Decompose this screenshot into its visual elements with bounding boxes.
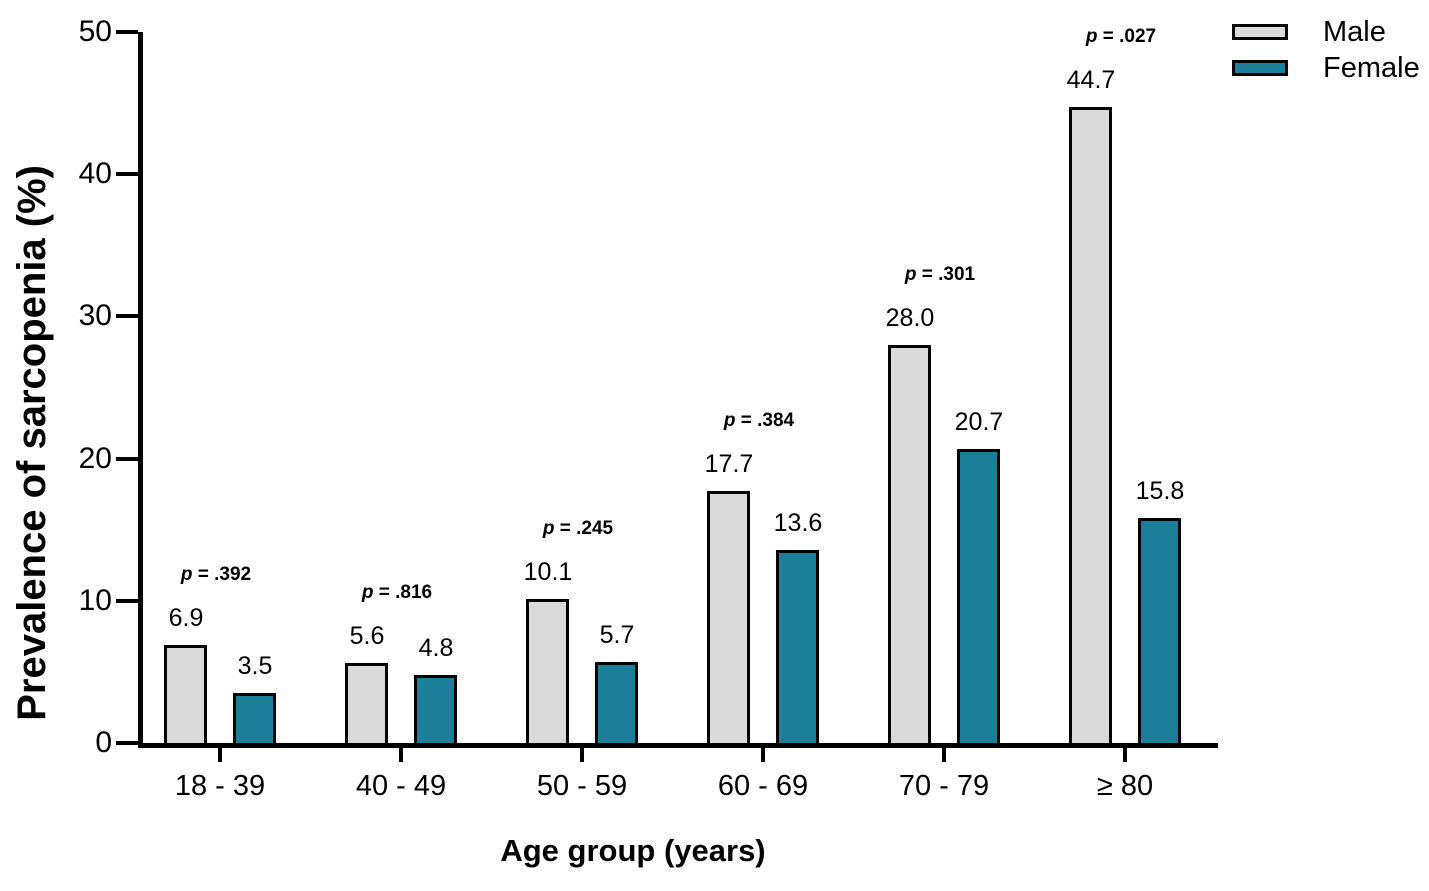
bar-male-4: [888, 345, 931, 743]
value-label-female-4: 20.7: [954, 408, 1004, 436]
value-label-male-1: 5.6: [349, 622, 385, 650]
x-tick-5: [1123, 748, 1127, 762]
legend: Male Female: [1232, 14, 1420, 86]
p-value-label-1: p = .816: [361, 582, 433, 603]
value-label-male-2: 10.1: [523, 558, 573, 586]
y-tick-0: [116, 741, 138, 745]
x-tick-label-3: 60 - 69: [717, 770, 809, 802]
y-tick-20: [116, 457, 138, 461]
legend-item-male: Male: [1232, 14, 1420, 50]
bar-male-5: [1069, 107, 1112, 743]
y-tick-40: [116, 172, 138, 176]
y-tick-10: [116, 599, 138, 603]
p-symbol: p: [542, 518, 555, 539]
legend-swatch-male: [1232, 24, 1288, 40]
p-symbol: p: [723, 410, 736, 431]
p-symbol: p: [361, 582, 374, 603]
y-tick-label-20: 20: [78, 442, 112, 475]
p-symbol: p: [180, 564, 193, 585]
value-label-male-0: 6.9: [168, 604, 204, 632]
legend-item-female: Female: [1232, 50, 1420, 86]
bar-male-0: [164, 645, 207, 743]
y-tick-50: [116, 30, 138, 34]
bar-female-0: [233, 693, 276, 743]
x-tick-4: [942, 748, 946, 762]
x-tick-label-2: 50 - 59: [536, 770, 628, 802]
bar-female-1: [414, 675, 457, 743]
y-tick-label-50: 50: [78, 15, 112, 48]
x-tick-label-1: 40 - 49: [355, 770, 447, 802]
x-tick-0: [218, 748, 222, 762]
p-value-label-0: p = .392: [180, 564, 252, 585]
y-tick-label-40: 40: [78, 157, 112, 190]
p-value-label-4: p = .301: [904, 264, 976, 285]
x-tick-label-5: ≥ 80: [1096, 770, 1154, 802]
plot-area: [138, 32, 1218, 748]
legend-label-female: Female: [1323, 52, 1420, 84]
x-axis-title: Age group (years): [500, 833, 766, 868]
x-tick-label-4: 70 - 79: [898, 770, 990, 802]
y-tick-label-30: 30: [78, 299, 112, 332]
value-label-female-5: 15.8: [1135, 477, 1185, 505]
bar-male-3: [707, 491, 750, 743]
p-symbol: p: [904, 264, 917, 285]
x-tick-3: [761, 748, 765, 762]
y-tick-label-0: 0: [95, 726, 112, 759]
value-label-female-2: 5.7: [599, 621, 635, 649]
p-value-label-5: p = .027: [1085, 26, 1157, 47]
bar-male-2: [526, 599, 569, 743]
y-tick-label-10: 10: [78, 584, 112, 617]
bar-female-4: [957, 449, 1000, 743]
p-symbol: p: [1085, 26, 1098, 47]
value-label-female-0: 3.5: [237, 652, 273, 680]
y-tick-30: [116, 314, 138, 318]
p-value-label-2: p = .245: [542, 518, 614, 539]
bar-female-5: [1138, 518, 1181, 743]
bar-male-1: [345, 663, 388, 743]
value-label-male-3: 17.7: [704, 450, 754, 478]
value-label-female-3: 13.6: [773, 509, 823, 537]
legend-swatch-female: [1232, 60, 1288, 76]
bar-female-3: [776, 550, 819, 743]
value-label-female-1: 4.8: [418, 634, 454, 662]
x-tick-label-0: 18 - 39: [174, 770, 266, 802]
p-value-label-3: p = .384: [723, 410, 795, 431]
value-label-male-4: 28.0: [885, 304, 935, 332]
value-label-male-5: 44.7: [1066, 66, 1116, 94]
x-tick-2: [580, 748, 584, 762]
x-tick-1: [399, 748, 403, 762]
bar-female-2: [595, 662, 638, 743]
legend-label-male: Male: [1323, 16, 1386, 48]
